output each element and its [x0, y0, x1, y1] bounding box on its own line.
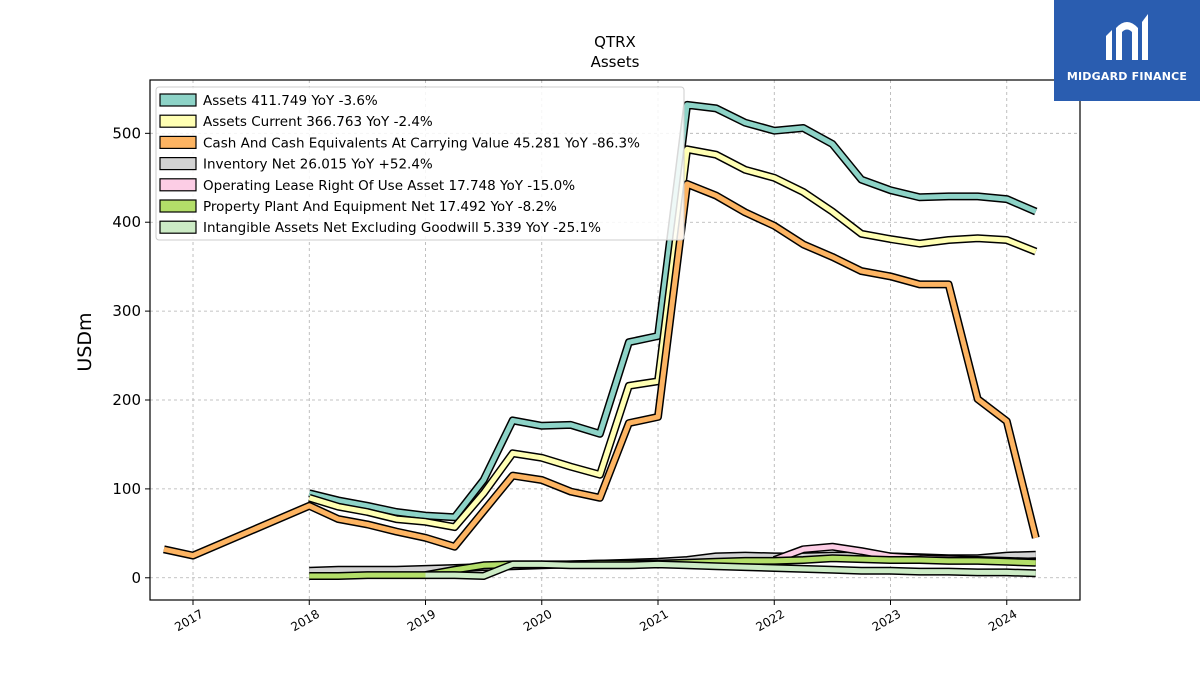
y-tick-label: 100 — [112, 480, 141, 498]
legend-swatch — [159, 178, 197, 192]
y-axis-label: USDm — [74, 312, 96, 371]
legend-swatch — [159, 220, 197, 234]
brand-name: MIDGARD FINANCE — [1066, 70, 1188, 83]
x-tick-label: 2022 — [754, 607, 787, 634]
legend-swatch — [159, 93, 197, 107]
y-tick-label: 400 — [112, 213, 141, 231]
legend-box — [155, 86, 685, 241]
legend-label: Intangible Assets Net Excluding Goodwill… — [203, 220, 601, 236]
legend-swatch — [159, 114, 197, 128]
legend-label: Property Plant And Equipment Net 17.492 … — [203, 199, 557, 215]
legend-label: Operating Lease Right Of Use Asset 17.74… — [203, 178, 575, 194]
legend-label: Assets Current 366.763 YoY -2.4% — [203, 114, 433, 130]
y-tick-label: 300 — [112, 302, 141, 320]
legend-swatch — [159, 135, 197, 149]
x-tick-label: 2021 — [637, 607, 670, 634]
x-tick-label: 2017 — [172, 607, 205, 634]
series-line-cash-and-cash-equivalents-at-carrying-value — [163, 181, 1039, 559]
y-tick-label: 200 — [112, 391, 141, 409]
x-tick-label: 2024 — [986, 607, 1019, 634]
legend-label: Cash And Cash Equivalents At Carrying Va… — [203, 135, 640, 151]
y-tick-label: 0 — [131, 569, 141, 587]
series-line-intangible-assets-net-excluding-goodwill — [425, 561, 1036, 579]
y-tick-label: 500 — [112, 124, 141, 142]
chart-title: QTRX — [594, 33, 636, 51]
x-tick-label: 2018 — [289, 607, 322, 634]
plot-frame — [149, 79, 1081, 601]
x-tick-label: 2020 — [521, 607, 554, 634]
chart-subtitle: Assets — [591, 53, 640, 71]
x-tick-label: 2019 — [405, 607, 438, 634]
brand-logo: MIDGARD FINANCE — [1054, 0, 1200, 101]
midgard-logo-icon — [1106, 14, 1148, 60]
series-line-assets-current — [308, 146, 1037, 530]
legend-label: Assets 411.749 YoY -3.6% — [203, 93, 378, 109]
legend-swatch — [159, 157, 197, 171]
legend: Assets 411.749 YoY -3.6% Assets Current 3… — [155, 86, 685, 241]
x-tick-label: 2023 — [870, 607, 903, 634]
legend-label: Inventory Net 26.015 YoY +52.4% — [203, 157, 433, 173]
legend-swatch — [159, 199, 197, 213]
